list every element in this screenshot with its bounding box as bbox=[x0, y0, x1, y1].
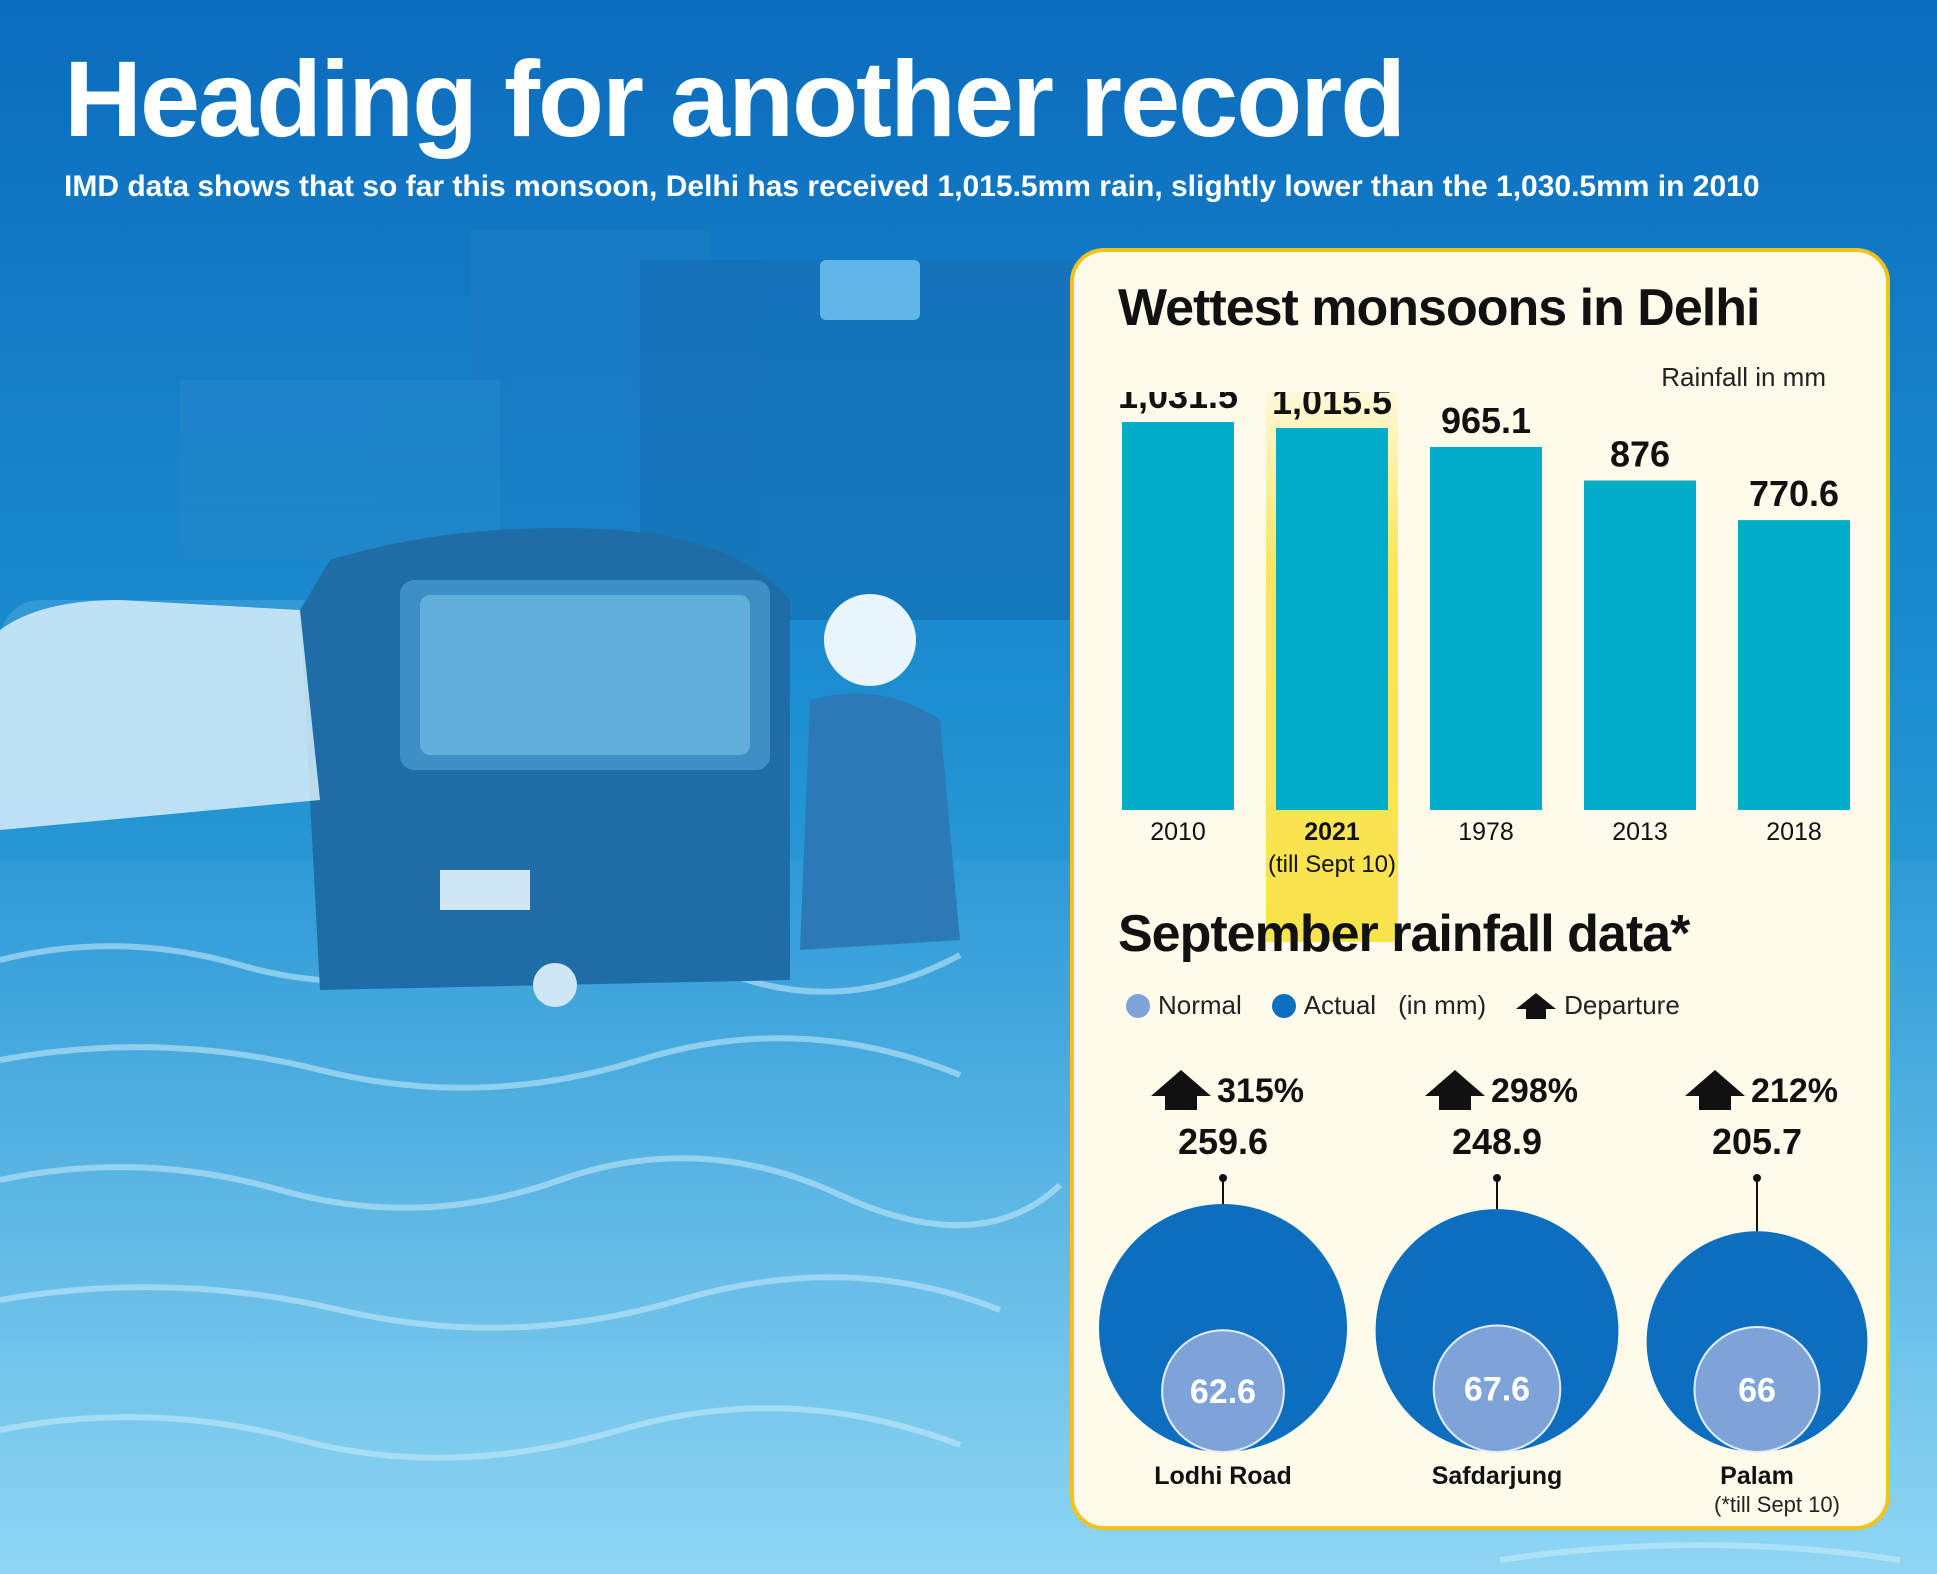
legend-normal-swatch bbox=[1126, 993, 1150, 1018]
bubble-legend: Normal Actual (in mm) Departure bbox=[1126, 990, 1680, 1021]
normal-bubble bbox=[1693, 1325, 1821, 1453]
legend-actual-swatch bbox=[1271, 993, 1296, 1018]
bar-category-note: (till Sept 10) bbox=[1268, 851, 1396, 878]
legend-departure-arrow-icon bbox=[1516, 992, 1557, 1019]
departure-value-label: 212% bbox=[1751, 1072, 1838, 1110]
headline: Heading for another record bbox=[64, 38, 1406, 159]
bar-value-label: 965.1 bbox=[1441, 400, 1531, 441]
bar-value-label: 1,031.5 bbox=[1118, 392, 1238, 416]
bar-2013 bbox=[1584, 480, 1696, 810]
legend-departure-label: Departure bbox=[1564, 990, 1680, 1020]
actual-value-label: 248.9 bbox=[1452, 1121, 1542, 1162]
bar-value-label: 876 bbox=[1610, 433, 1670, 474]
bubble-chart-title: September rainfall data* bbox=[1118, 905, 1690, 963]
normal-bubble bbox=[1161, 1329, 1285, 1453]
leader-dot bbox=[1219, 1174, 1227, 1182]
bar-category-label: 1978 bbox=[1458, 818, 1514, 846]
bar-chart-title: Wettest monsoons in Delhi bbox=[1118, 279, 1760, 337]
departure-arrow-icon bbox=[1685, 1070, 1745, 1110]
wettest-monsoons-bar-chart: 1,031.5 2010 1,015.5 2021 (till Sept 10) 965.… bbox=[1118, 392, 1850, 942]
bar-category-label: 2013 bbox=[1612, 818, 1668, 846]
bar-value-label: 770.6 bbox=[1749, 473, 1839, 514]
normal-value-label: 67.6 bbox=[1464, 1371, 1530, 1409]
legend-normal-label: Normal bbox=[1158, 990, 1242, 1020]
actual-value-label: 205.7 bbox=[1712, 1121, 1802, 1162]
subheadline: IMD data shows that so far this monsoon,… bbox=[64, 170, 1760, 203]
bar-2021 bbox=[1276, 428, 1388, 810]
infographic-panel: Wettest monsoons in Delhi Rainfall in mm… bbox=[1070, 248, 1890, 1530]
september-rainfall-bubble-chart: 62.6 259.6 315% Lodhi Road 67.6 248.9 298% Safd… bbox=[1099, 1070, 1868, 1490]
leader-dot bbox=[1753, 1174, 1761, 1182]
bar-category-label: 2010 bbox=[1150, 818, 1206, 846]
footnote: (*till Sept 10) bbox=[1714, 1492, 1840, 1517]
normal-value-label: 66 bbox=[1738, 1371, 1776, 1409]
departure-arrow-icon bbox=[1425, 1070, 1485, 1110]
legend-unit-label: (in mm) bbox=[1398, 990, 1487, 1020]
station-label: Safdarjung bbox=[1432, 1462, 1563, 1490]
bar-category-label: 2021 bbox=[1304, 818, 1360, 846]
bar-category-label: 2018 bbox=[1766, 818, 1822, 846]
station-label: Palam bbox=[1720, 1462, 1794, 1490]
auto-rickshaw bbox=[300, 528, 790, 1007]
bar-2018 bbox=[1738, 520, 1850, 810]
actual-value-label: 259.6 bbox=[1178, 1121, 1268, 1162]
bar-value-label: 1,015.5 bbox=[1272, 392, 1392, 422]
departure-value-label: 298% bbox=[1491, 1072, 1578, 1110]
bar-1978 bbox=[1430, 446, 1542, 810]
legend-actual-label: Actual bbox=[1303, 990, 1377, 1020]
station-label: Lodhi Road bbox=[1154, 1462, 1291, 1490]
truck-number-922 bbox=[820, 260, 920, 320]
man-pushing-auto bbox=[800, 594, 960, 950]
departure-value-label: 315% bbox=[1217, 1072, 1304, 1110]
bar-2010 bbox=[1122, 422, 1234, 810]
bar-chart-unit-label: Rainfall in mm bbox=[1661, 362, 1826, 392]
leader-dot bbox=[1493, 1174, 1501, 1182]
normal-value-label: 62.6 bbox=[1190, 1373, 1256, 1411]
white-car bbox=[0, 600, 320, 830]
normal-bubble bbox=[1432, 1324, 1562, 1454]
departure-arrow-icon bbox=[1151, 1070, 1211, 1110]
actual-bubble bbox=[1099, 1204, 1347, 1452]
